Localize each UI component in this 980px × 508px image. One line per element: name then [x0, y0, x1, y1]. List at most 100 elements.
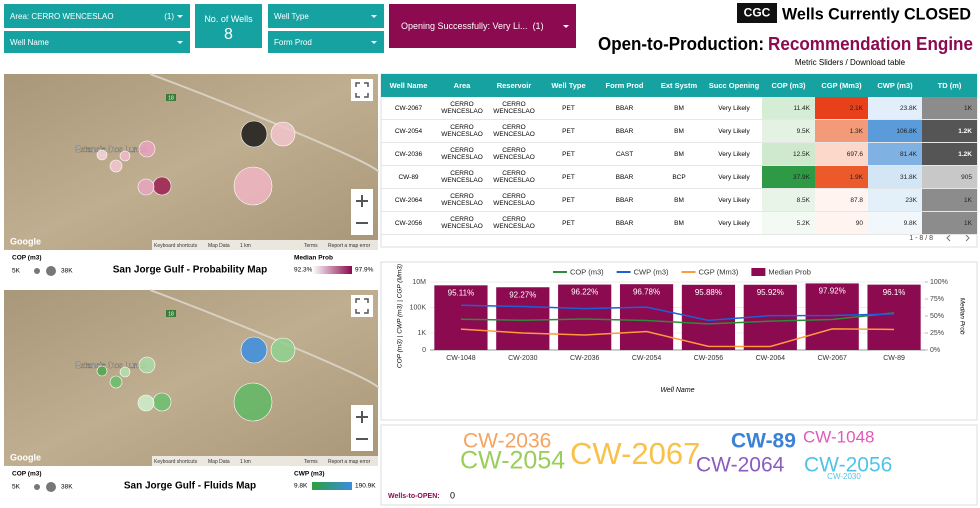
cloud-word[interactable]: CW-2067: [570, 436, 700, 471]
well-bubble[interactable]: [137, 178, 155, 196]
well-bubble[interactable]: [109, 159, 123, 173]
size-legend-small: [34, 484, 40, 490]
well-bubble[interactable]: [240, 336, 268, 364]
well-name-filter[interactable]: Well Name: [4, 31, 190, 53]
well-bubble[interactable]: [119, 366, 131, 378]
map[interactable]: [4, 290, 378, 466]
table-cell: 2.1K: [815, 97, 868, 120]
series-line: [460, 304, 895, 322]
cloud-word[interactable]: CW-2036: [463, 430, 551, 453]
form-prod-filter[interactable]: Form Prod: [268, 31, 384, 53]
well-bubble[interactable]: [240, 120, 268, 148]
color-legend-bar: [312, 482, 352, 490]
well-bubble[interactable]: [152, 392, 172, 412]
subtitle-a: Open-to-Production:: [598, 34, 764, 54]
table-cell: CERRO WENCESLAO: [436, 97, 488, 120]
pager-arrows[interactable]: [946, 234, 970, 242]
filter-label: Well Name: [10, 37, 49, 47]
map-footer: [152, 240, 378, 250]
well-bubble[interactable]: [137, 394, 155, 412]
column-header: CGP (Mm3): [815, 74, 868, 97]
cloud-word[interactable]: CW-2054: [460, 447, 565, 475]
well-count-card: No. of Wells 8: [195, 4, 262, 48]
x-tick-label: CW-1048: [446, 355, 476, 362]
color-legend-max: 190.9K: [355, 483, 376, 490]
area-filter[interactable]: Area: CERRO WENCESLAO (1): [4, 4, 190, 28]
opening-filter[interactable]: Opening Successfully: Very Li... (1): [389, 4, 576, 48]
well-bubble[interactable]: [109, 375, 123, 389]
table-cell: 9.8K: [868, 211, 922, 235]
x-tick-label: CW-2056: [694, 355, 724, 362]
table-cell: 31.8K: [868, 165, 922, 189]
filter-label: Area: CERRO WENCESLAO: [10, 11, 114, 21]
color-legend-title: CWP (m3): [294, 471, 325, 478]
table-row: CW-2067 CERRO WENCESLAO CERRO WENCESLAO PET…: [381, 97, 977, 120]
map-footer-text: Report a map error: [328, 459, 371, 465]
table-cell: 5.2K: [762, 211, 815, 235]
column-header: Reservoir: [488, 74, 540, 97]
road-badge: [166, 94, 176, 101]
size-legend-min: 5K: [12, 268, 21, 275]
map-footer-text: Keyboard shortcuts: [154, 243, 198, 249]
place-label: Estancia Dos Lunas: [75, 145, 146, 154]
bar: [805, 283, 859, 350]
wells-to-open-label: Wells-to-OPEN:: [388, 493, 440, 500]
table-cell: Very Likely: [706, 97, 762, 120]
well-bubble[interactable]: [138, 140, 156, 158]
table-cell: PET: [540, 188, 597, 212]
column-header: Well Type: [540, 74, 597, 97]
cloud-word[interactable]: CW-89: [731, 430, 796, 453]
well-type-filter[interactable]: Well Type: [268, 4, 384, 28]
well-bubble[interactable]: [233, 382, 273, 422]
fullscreen-button[interactable]: [351, 295, 373, 317]
table-cell: BM: [652, 188, 706, 212]
map-title: San Jorge Gulf - Probability Map: [113, 265, 267, 276]
column-header: Area: [436, 74, 488, 97]
well-bubble[interactable]: [152, 176, 172, 196]
table-cell: 1K: [922, 188, 977, 212]
table-cell: PET: [540, 211, 597, 235]
size-legend-min: 5K: [12, 484, 21, 491]
color-legend-min: 92.3%: [294, 267, 313, 274]
table-cell: PET: [540, 97, 597, 120]
cloud-word[interactable]: CW-2064: [696, 454, 785, 477]
cloud-word[interactable]: CW-1048: [803, 427, 875, 446]
bar-label: 95.11%: [448, 288, 475, 297]
fullscreen-icon: [355, 82, 369, 98]
bar: [434, 285, 488, 350]
y-tick-label: 0: [422, 347, 426, 354]
table-cell: BBAR: [597, 97, 652, 120]
series-line: [460, 328, 895, 348]
map-title: San Jorge Gulf - Fluids Map: [124, 481, 256, 492]
well-bubble[interactable]: [138, 356, 156, 374]
map[interactable]: [4, 74, 378, 250]
well-bubble[interactable]: [270, 337, 296, 363]
table-header: Well Name Area Reservoir Well Type Form Prod…: [381, 74, 977, 97]
table-cell: BBAR: [597, 188, 652, 212]
legend-label: Median Prob: [768, 267, 811, 276]
table-cell: CW-2064: [381, 188, 436, 212]
well-bubble[interactable]: [119, 150, 131, 162]
well-bubble[interactable]: [270, 121, 296, 147]
table-cell: 1.2K: [922, 119, 977, 143]
y2-tick-label: 25%: [930, 330, 944, 337]
table-cell: Very Likely: [706, 188, 762, 212]
table-cell: 9.5K: [762, 119, 815, 143]
cloud-word[interactable]: CW-2056: [804, 454, 892, 477]
table-cell: BBAR: [597, 165, 652, 189]
x-tick-label: CW-2064: [756, 355, 786, 362]
well-bubble[interactable]: [233, 166, 273, 206]
fullscreen-button[interactable]: [351, 79, 373, 101]
table-cell: 81.4K: [868, 142, 922, 166]
table-cell: PET: [540, 165, 597, 189]
card-value: 8: [224, 26, 233, 43]
well-bubble[interactable]: [96, 365, 108, 377]
well-bubble[interactable]: [96, 149, 108, 161]
series-line: [460, 312, 895, 325]
table-cell: 90: [815, 211, 868, 235]
cloud-word[interactable]: CW-2030: [827, 472, 861, 481]
y-tick-label: 100K: [410, 304, 427, 311]
table-cell: PET: [540, 119, 597, 143]
table-cell: BM: [652, 97, 706, 120]
table-cell: 37.9K: [762, 165, 815, 189]
